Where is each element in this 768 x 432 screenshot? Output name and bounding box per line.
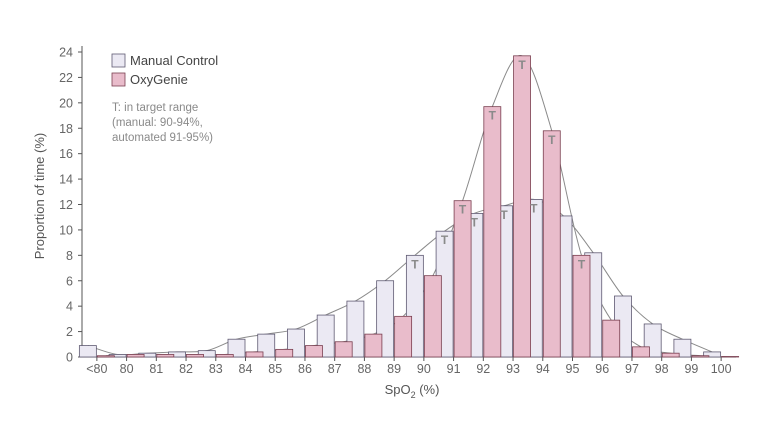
x-tick-label: 87 (328, 362, 342, 376)
legend-note-line: (manual: 90-94%, (112, 117, 203, 129)
y-tick-label: 8 (66, 249, 73, 263)
x-tick-label: 83 (209, 362, 223, 376)
x-tick-label: 96 (595, 362, 609, 376)
x-tick-label: 85 (268, 362, 282, 376)
y-tick-label: 14 (59, 173, 73, 187)
oxygenie-target-marker: T (489, 109, 497, 123)
manual-control-target-marker: T (530, 201, 538, 215)
y-tick-label: 0 (66, 351, 73, 365)
y-tick-label: 18 (59, 122, 73, 136)
oxygenie-bar (632, 346, 650, 358)
x-tick-label: 100 (711, 362, 732, 376)
manual-control-target-marker: T (441, 233, 449, 247)
x-axis-label-subscript: 2 (411, 390, 416, 400)
oxygenie-target-marker: T (548, 133, 556, 147)
manual-control-target-marker: T (471, 215, 479, 229)
y-tick-label: 16 (59, 147, 73, 161)
oxygenie-bar (542, 130, 561, 358)
oxygenie-bar (126, 354, 145, 358)
x-tick-label: 86 (298, 362, 312, 376)
x-tick-label: 89 (387, 362, 401, 376)
oxygenie-bar (513, 55, 531, 358)
oxygenie-bar (483, 106, 502, 358)
legend-note-line: automated 91-95%) (112, 132, 213, 144)
x-axis-label-unit: (%) (416, 382, 440, 397)
oxygenie-bar (602, 319, 621, 358)
x-axis-label-main: SpO (385, 382, 411, 397)
oxygenie-bar (334, 341, 353, 358)
x-axis-label: SpO2 (%) (385, 382, 440, 400)
x-tick-label: 91 (447, 362, 461, 376)
y-tick-label: 20 (59, 96, 73, 110)
legend: Manual Control OxyGenie T: in target range… (111, 53, 218, 144)
x-tick-label: 82 (179, 362, 193, 376)
x-tick-label: 94 (536, 362, 550, 376)
legend-label-manual-control: Manual Control (130, 53, 218, 68)
x-tick-label: 95 (566, 362, 580, 376)
x-tick-label: <80 (86, 362, 107, 376)
x-tick-label: 88 (357, 362, 371, 376)
bars-group (78, 55, 740, 358)
x-tick-label: 90 (417, 362, 431, 376)
manual-control-bar (197, 350, 216, 358)
y-tick-label: 6 (66, 274, 73, 288)
oxygenie-bar (364, 333, 383, 358)
legend-swatch-oxygenie (111, 72, 126, 87)
legend-label-oxygenie: OxyGenie (130, 72, 188, 87)
y-axis-label: Proportion of time (%) (32, 133, 47, 259)
manual-control-bar (78, 345, 97, 358)
oxygenie-target-marker: T (578, 257, 586, 271)
x-tick-label: 84 (239, 362, 253, 376)
y-tick-label: 24 (59, 46, 73, 60)
oxygenie-bar (275, 348, 294, 358)
oxygenie-bar (305, 345, 323, 358)
oxygenie-bar (215, 354, 234, 358)
oxygenie-bar (96, 355, 115, 358)
manual-control-target-marker: T (500, 208, 508, 222)
legend-note-line: T: in target range (112, 102, 198, 114)
x-tick-label: 97 (625, 362, 639, 376)
oxygenie-bar (453, 200, 472, 358)
x-tick-label: 93 (506, 362, 520, 376)
x-tick-label: 99 (684, 362, 698, 376)
oxygenie-bar (186, 354, 204, 358)
oxygenie-bar (661, 352, 680, 358)
x-tick-label: 98 (655, 362, 669, 376)
y-tick-label: 4 (66, 300, 73, 314)
oxygenie-bar (691, 355, 710, 358)
manual-control-bar (257, 333, 276, 358)
oxygenie-bar (721, 356, 740, 358)
oxygenie-bar (423, 275, 442, 358)
y-tick-label: 22 (59, 71, 73, 85)
oxygenie-bar (156, 354, 175, 358)
x-tick-label: 92 (476, 362, 490, 376)
y-tick-label: 2 (66, 325, 73, 339)
x-tick-label: 80 (120, 362, 134, 376)
oxygenie-target-marker: T (459, 203, 467, 217)
oxygenie-bar (572, 254, 591, 358)
manual-control-target-marker: T (411, 257, 419, 271)
manual-control-curve (87, 198, 713, 356)
y-tick-label: 10 (59, 223, 73, 237)
x-tick-label: 81 (149, 362, 163, 376)
manual-control-bar (703, 351, 722, 358)
manual-control-bar (673, 338, 692, 358)
oxygenie-target-marker: T (518, 58, 526, 72)
manual-control-bar (227, 338, 246, 358)
oxygenie-bar (245, 351, 264, 358)
legend-swatch-manual-control (111, 53, 126, 68)
y-tick-label: 12 (59, 198, 73, 212)
oxygenie-bar (394, 315, 413, 358)
